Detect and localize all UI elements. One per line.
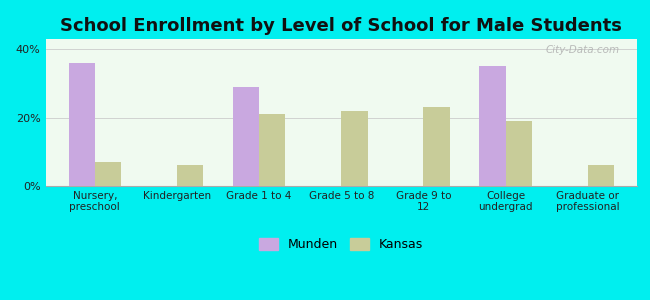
Bar <box>479 66 506 186</box>
Text: City-Data.com: City-Data.com <box>545 45 619 55</box>
Bar <box>68 63 95 186</box>
Title: School Enrollment by Level of School for Male Students: School Enrollment by Level of School for… <box>60 17 622 35</box>
Bar <box>259 114 285 186</box>
Bar <box>506 121 532 186</box>
Bar <box>95 162 121 186</box>
Bar <box>177 166 203 186</box>
Bar <box>423 107 450 186</box>
Bar <box>341 111 367 186</box>
Bar <box>588 166 614 186</box>
Legend: Munden, Kansas: Munden, Kansas <box>254 232 428 256</box>
Bar <box>233 87 259 186</box>
